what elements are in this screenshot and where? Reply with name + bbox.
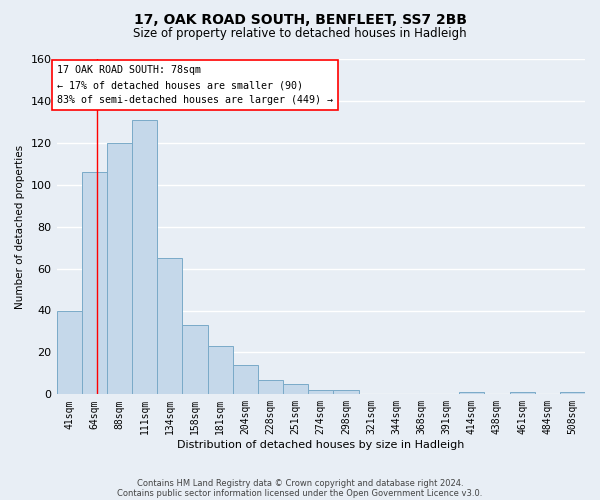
Text: Size of property relative to detached houses in Hadleigh: Size of property relative to detached ho…: [133, 28, 467, 40]
Bar: [283, 384, 308, 394]
Bar: [258, 380, 283, 394]
Bar: [459, 392, 484, 394]
Bar: [560, 392, 585, 394]
Text: Contains public sector information licensed under the Open Government Licence v3: Contains public sector information licen…: [118, 488, 482, 498]
Bar: [132, 120, 157, 394]
Bar: [107, 143, 132, 395]
Text: 17, OAK ROAD SOUTH, BENFLEET, SS7 2BB: 17, OAK ROAD SOUTH, BENFLEET, SS7 2BB: [133, 12, 467, 26]
Text: 17 OAK ROAD SOUTH: 78sqm
← 17% of detached houses are smaller (90)
83% of semi-d: 17 OAK ROAD SOUTH: 78sqm ← 17% of detach…: [57, 66, 333, 105]
Bar: [182, 325, 208, 394]
Bar: [233, 365, 258, 394]
Bar: [208, 346, 233, 395]
Bar: [56, 310, 82, 394]
Y-axis label: Number of detached properties: Number of detached properties: [15, 144, 25, 308]
X-axis label: Distribution of detached houses by size in Hadleigh: Distribution of detached houses by size …: [177, 440, 464, 450]
Bar: [157, 258, 182, 394]
Bar: [509, 392, 535, 394]
Text: Contains HM Land Registry data © Crown copyright and database right 2024.: Contains HM Land Registry data © Crown c…: [137, 478, 463, 488]
Bar: [334, 390, 359, 394]
Bar: [308, 390, 334, 394]
Bar: [82, 172, 107, 394]
